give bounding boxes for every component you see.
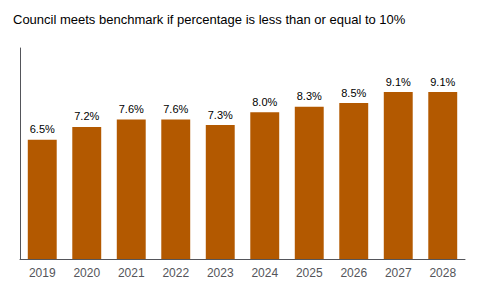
svg-text:2023: 2023 — [207, 266, 234, 280]
svg-text:2020: 2020 — [73, 266, 100, 280]
svg-text:2021: 2021 — [118, 266, 145, 280]
svg-text:2028: 2028 — [429, 266, 456, 280]
svg-text:7.6%: 7.6% — [163, 103, 188, 115]
svg-text:2024: 2024 — [251, 266, 278, 280]
svg-text:2022: 2022 — [162, 266, 189, 280]
svg-text:7.3%: 7.3% — [208, 109, 233, 121]
svg-text:9.1%: 9.1% — [430, 76, 455, 88]
svg-text:6.5%: 6.5% — [30, 123, 55, 135]
svg-text:2025: 2025 — [296, 266, 323, 280]
svg-text:Council meets benchmark if per: Council meets benchmark if percentage is… — [13, 12, 406, 27]
svg-text:8.3%: 8.3% — [297, 90, 322, 102]
svg-text:2027: 2027 — [385, 266, 412, 280]
svg-text:8.5%: 8.5% — [341, 87, 366, 99]
svg-text:7.2%: 7.2% — [74, 110, 99, 122]
svg-text:2026: 2026 — [340, 266, 367, 280]
svg-text:8.0%: 8.0% — [252, 96, 277, 108]
svg-text:2019: 2019 — [29, 266, 56, 280]
svg-text:9.1%: 9.1% — [386, 76, 411, 88]
svg-text:7.6%: 7.6% — [119, 103, 144, 115]
